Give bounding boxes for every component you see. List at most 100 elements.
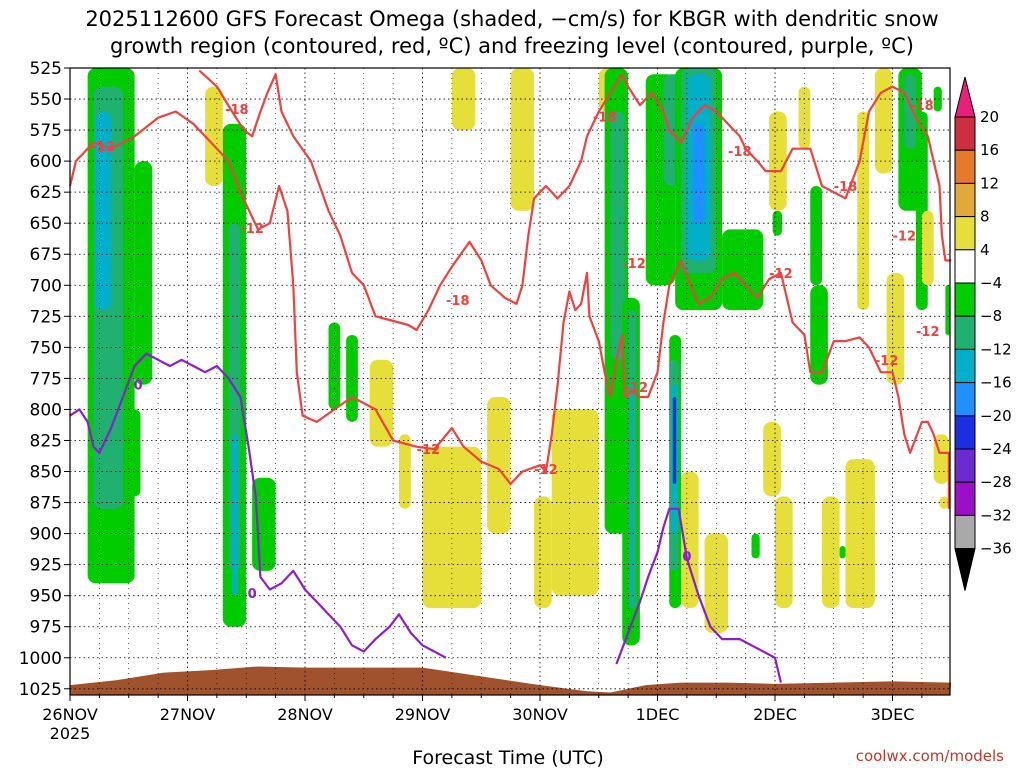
omega-blob	[681, 471, 699, 609]
contour-label: -12	[240, 222, 264, 237]
y-axis-ticks: 525 550 575 600 625 650 675 700 725 750 775 800 825 8…	[19, 59, 70, 700]
y-tick-label: 700	[30, 276, 62, 296]
omega-blob	[822, 496, 840, 609]
omega-blob	[534, 496, 552, 609]
omega-blob	[631, 384, 634, 609]
y-tick-label: 825	[30, 431, 62, 451]
colorbar-segment	[954, 481, 976, 516]
dgz-contour-minus12	[68, 110, 951, 509]
colorbar-segment	[954, 315, 976, 350]
omega-blob	[874, 68, 893, 174]
contour-layer	[68, 69, 952, 683]
colorbar-label: −36	[980, 540, 1012, 558]
colorbar-label: −8	[980, 307, 1002, 325]
colorbar-label: −4	[980, 274, 1002, 292]
contour-label: -18	[225, 103, 249, 118]
y-tick-label: 975	[30, 618, 62, 638]
colorbar-label: −20	[980, 407, 1012, 425]
x-tick-label: 30NOV	[512, 705, 568, 724]
contour-label: -12	[622, 257, 646, 272]
omega-blob	[751, 533, 760, 559]
x-tick-label: 29NOV	[395, 705, 451, 724]
colorbar-label: −12	[980, 340, 1012, 358]
chart-title-line-2: growth region (contoured, red, ºC) and f…	[110, 34, 914, 58]
x-tick-label: 1DEC	[636, 705, 680, 724]
colorbar-label: 4	[980, 241, 990, 259]
y-tick-label: 875	[30, 494, 62, 514]
colorbar-segment	[954, 382, 976, 417]
y-tick-label: 1025	[19, 680, 62, 700]
x-tick-label: 28NOV	[277, 705, 333, 724]
contour-label: 0	[248, 587, 257, 602]
terrain-fill	[70, 666, 952, 695]
y-tick-label: 800	[30, 400, 62, 420]
omega-blob	[810, 285, 828, 385]
omega-blob	[346, 334, 358, 422]
x-axis-label: Forecast Time (UTC)	[412, 747, 603, 768]
y-tick-label: 850	[30, 463, 62, 483]
omega-blob	[775, 496, 793, 609]
omega-blob	[134, 161, 153, 385]
contour-label: -12	[417, 443, 441, 458]
contour-label: -18	[593, 110, 617, 125]
y-tick-label: 675	[30, 245, 62, 265]
omega-blob	[369, 359, 394, 447]
contour-label: -18	[834, 180, 858, 195]
colorbar-segment	[954, 116, 976, 151]
dgz-contour-minus18	[198, 69, 952, 332]
contour-label: -18	[910, 99, 934, 114]
omega-blob	[722, 229, 764, 311]
omega-blob	[945, 285, 950, 335]
omega-blob	[422, 446, 482, 609]
colorbar-label: −32	[980, 506, 1012, 524]
colorbar-segment	[954, 149, 976, 184]
plot-frame	[69, 67, 951, 696]
omega-blob	[232, 434, 239, 596]
y-tick-label: 600	[30, 152, 62, 172]
colorbar-top-arrow	[954, 76, 976, 118]
y-tick-label: 750	[30, 338, 62, 358]
omega-blob	[810, 185, 822, 286]
contour-label: -12	[625, 381, 649, 396]
colorbar-segment	[954, 249, 976, 284]
colorbar-label: −28	[980, 473, 1012, 491]
freezing-level-contour	[615, 507, 782, 683]
contour-label: 0	[134, 379, 143, 394]
omega-blob	[921, 210, 934, 286]
omega-blob	[205, 86, 223, 186]
colorbar-bottom-arrow	[954, 548, 976, 591]
colorbar-segment	[954, 514, 976, 550]
chart-title-line-1: 2025112600 GFS Forecast Omega (shaded, −…	[85, 7, 938, 31]
omega-blob	[399, 434, 411, 509]
omega-blob	[451, 68, 476, 131]
colorbar-label: 8	[980, 208, 990, 226]
x-tick-label: 2DEC	[753, 705, 797, 724]
colorbar-label: 20	[980, 108, 999, 126]
colorbar-segment	[954, 282, 976, 317]
y-tick-label: 650	[30, 214, 62, 234]
y-tick-label: 525	[30, 59, 62, 79]
y-tick-label: 950	[30, 587, 62, 607]
omega-blob	[510, 68, 535, 211]
x-tick-label: 27NOV	[160, 705, 216, 724]
omega-blob	[798, 86, 811, 149]
omega-blob	[328, 322, 341, 410]
contour-label-layer: -12 -18 -12 -18 -12 -12 -18 -12 -12 -18 -18 -12 -18 -…	[91, 99, 939, 602]
terrain-layer	[70, 666, 952, 695]
x-tick-label: 26NOV	[42, 705, 98, 724]
contour-label: -12	[916, 325, 940, 340]
omega-blob	[933, 86, 942, 112]
x-tick-label: 3DEC	[871, 705, 915, 724]
y-tick-label: 625	[30, 183, 62, 203]
contour-label: 0	[682, 550, 691, 565]
contour-label: -18	[446, 294, 470, 309]
y-tick-label: 725	[30, 307, 62, 327]
colorbar-segment	[954, 216, 976, 251]
colorbar-label: −24	[980, 440, 1012, 458]
colorbar-segment	[954, 182, 976, 218]
y-tick-label: 1000	[19, 649, 62, 669]
omega-blob	[487, 397, 511, 534]
omega-blob	[845, 459, 875, 609]
